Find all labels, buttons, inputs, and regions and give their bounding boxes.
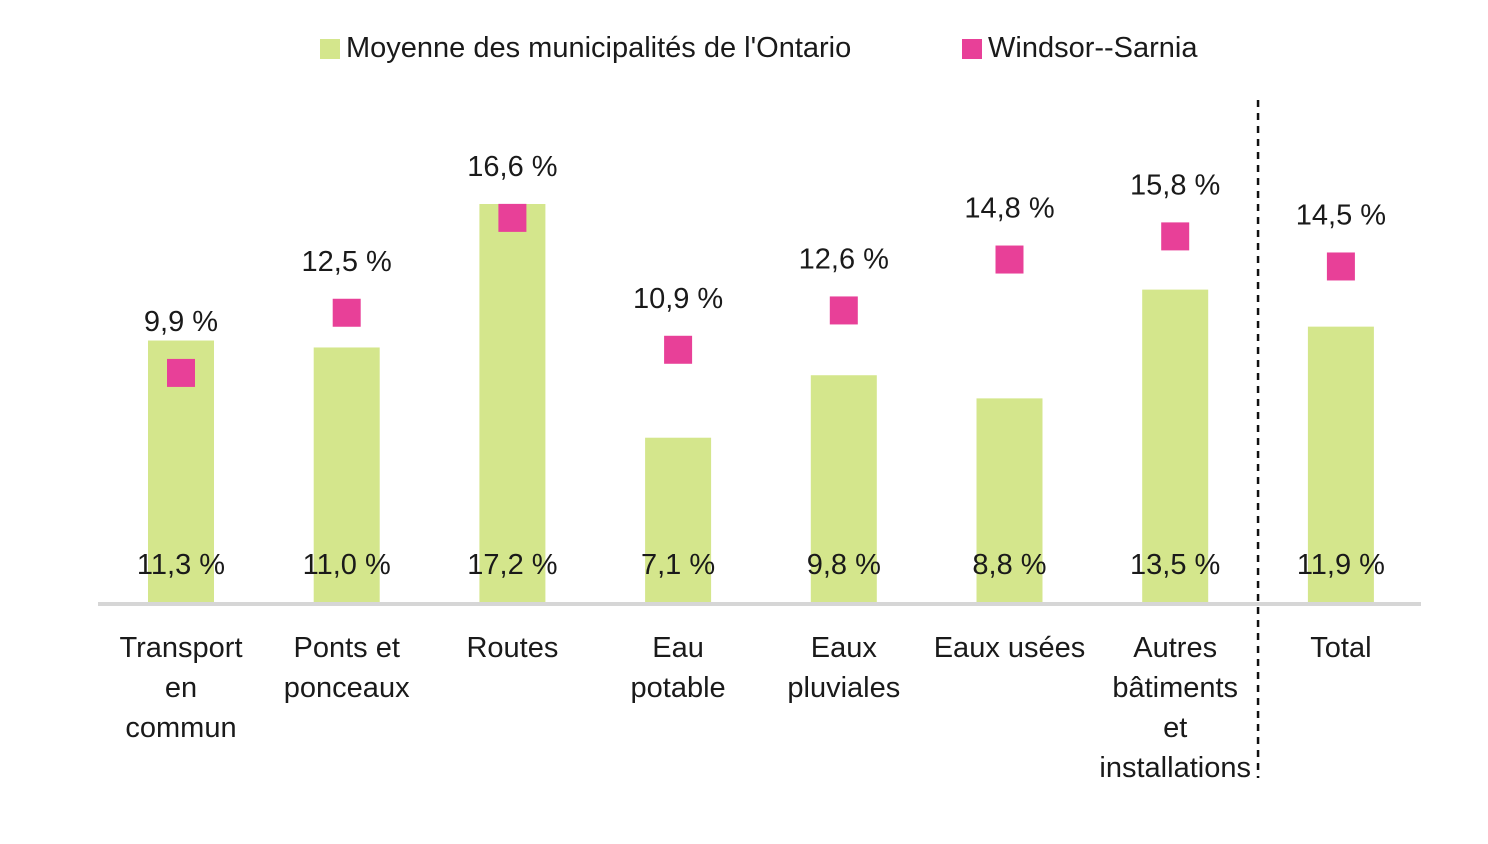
category-label-2-line-0: Routes [466,632,558,664]
bar-2 [479,204,546,602]
category-label-4-line-0: Eaux [811,632,878,664]
category-label-7-line-0: Total [1310,632,1371,664]
category-label-1-line-1: ponceaux [284,672,410,704]
bar-value-label-3: 7,1 % [641,549,715,581]
legend-label-ontario-average: Moyenne des municipalités de l'Ontario [346,32,852,64]
bar-1 [313,347,380,602]
marker-6 [1161,222,1190,251]
category-label-5-line-0: Eaux usées [934,632,1086,664]
legend-swatch-marker [962,38,982,59]
marker-value-label-7: 14,5 % [1296,199,1386,231]
bar-value-label-6: 13,5 % [1130,549,1220,581]
marker-7 [1326,252,1355,281]
bar-value-label-2: 17,2 % [467,549,557,581]
category-label-3-line-0: Eau [652,632,704,664]
category-label-0-line-2: commun [125,712,236,744]
category-label-4-line-1: pluviales [787,672,900,704]
marker-0 [167,358,195,387]
bar-5 [976,398,1043,602]
marker-value-label-4: 12,6 % [799,243,889,275]
marker-value-label-2: 16,6 % [467,151,557,183]
bar-value-label-7: 11,9 % [1297,549,1385,581]
bar-6 [1142,289,1209,602]
category-label-0-line-0: Transport [119,632,242,664]
marker-5 [995,245,1024,274]
marker-2 [498,203,527,232]
bar-value-label-0: 11,3 % [137,549,225,581]
marker-4 [829,296,858,325]
bar-3 [645,437,712,602]
marker-value-label-0: 9,9 % [144,306,218,338]
marker-value-label-3: 10,9 % [633,283,723,315]
bar-7 [1307,326,1374,602]
legend: Moyenne des municipalités de l'Ontario W… [0,32,1488,72]
legend-label-windsor-sarnia: Windsor--Sarnia [988,32,1198,64]
category-label-6-line-0: Autres [1133,632,1217,664]
category-label-6-line-3: installations [1099,752,1251,784]
bar-value-label-4: 9,8 % [807,549,881,581]
marker-1 [332,298,361,327]
bar-value-label-1: 11,0 % [303,549,391,581]
marker-value-label-1: 12,5 % [302,246,392,278]
marker-value-label-5: 14,8 % [964,193,1054,225]
category-label-1-line-0: Ponts et [293,632,399,664]
category-label-6-line-1: bâtiments [1112,672,1238,704]
legend-item-windsor-sarnia: Windsor--Sarnia [962,32,1198,65]
marker-3 [664,335,693,364]
bar-value-label-5: 8,8 % [972,549,1046,581]
bar-4 [810,375,877,602]
category-label-3-line-1: potable [631,672,726,704]
legend-item-ontario-average: Moyenne des municipalités de l'Ontario [320,32,851,65]
category-label-0-line-1: en [165,672,197,704]
marker-value-label-6: 15,8 % [1130,169,1220,201]
legend-swatch-bar [320,38,340,59]
category-label-6-line-2: et [1163,712,1187,744]
